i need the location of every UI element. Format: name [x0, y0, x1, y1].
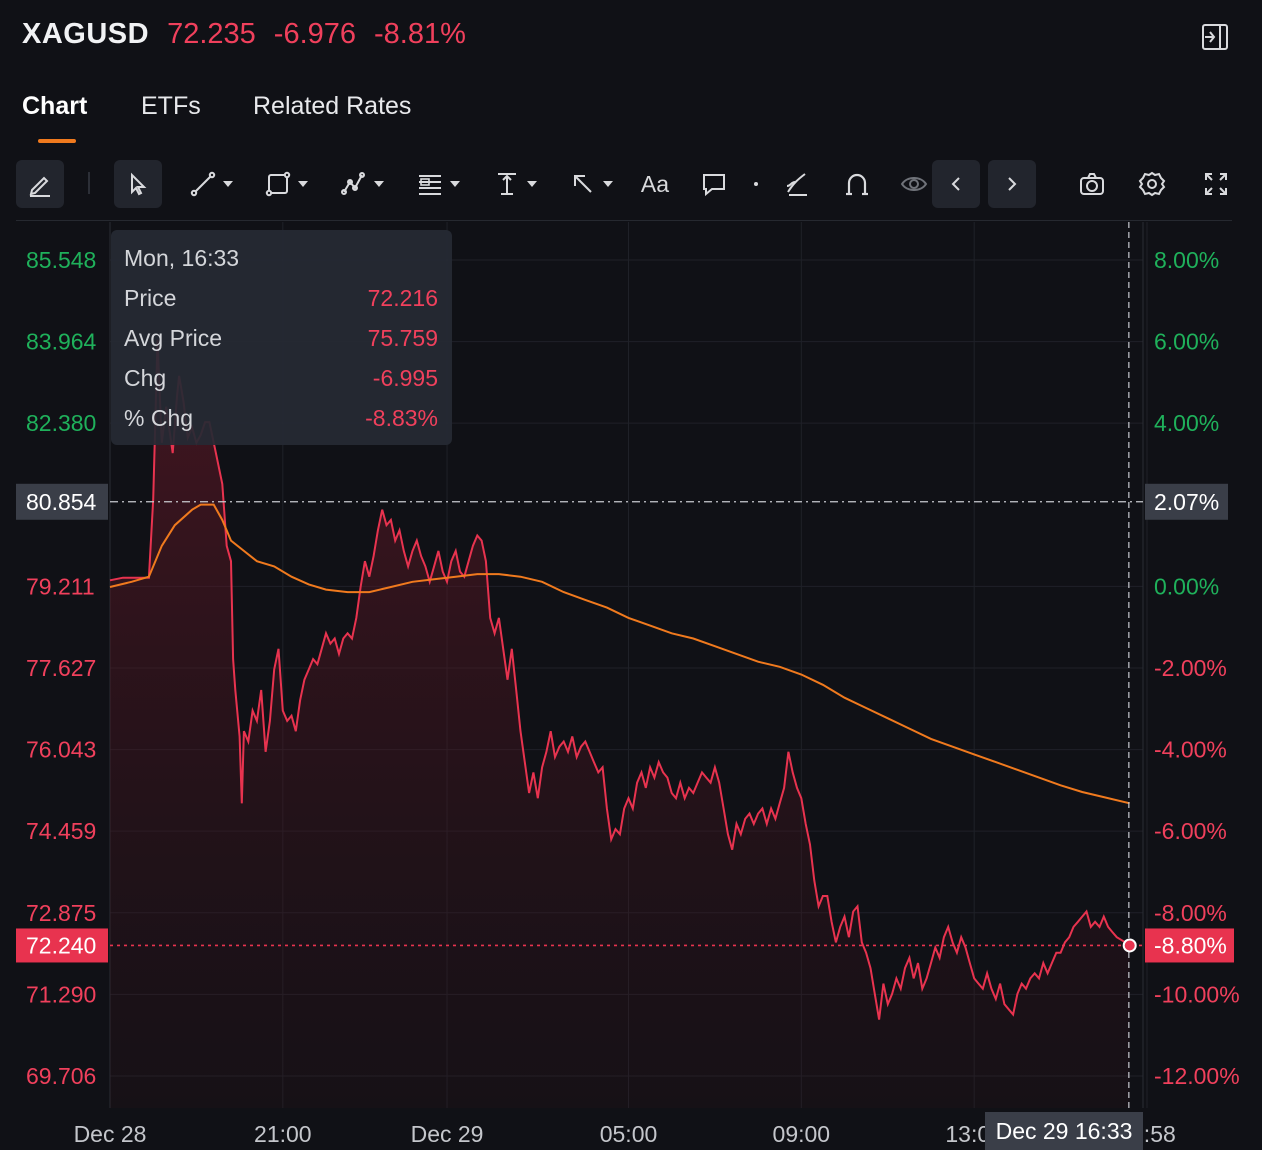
dot-icon[interactable] — [746, 160, 766, 208]
crosshair-x-label-bg — [985, 1112, 1143, 1150]
camera-icon[interactable] — [1072, 160, 1112, 208]
pattern-icon[interactable] — [334, 160, 390, 208]
drawing-toolbar: Aa — [0, 156, 1262, 212]
brush-icon[interactable] — [776, 160, 818, 208]
y-tick-label: 82.380 — [26, 410, 96, 436]
x-tick-label: Dec 28 — [74, 1121, 147, 1147]
toolbar-bottom-divider — [16, 220, 1232, 221]
avg-price-series-line — [109, 503, 1130, 805]
last-price-marker — [1122, 938, 1137, 953]
x-axis: Dec 28 21:00 Dec 29 05:00 09:00 13:00 16:58 — [74, 1121, 1176, 1147]
y-tick-label-right: -12.00% — [1154, 1063, 1240, 1089]
tooltip-label: Price — [124, 285, 177, 311]
toolbar-divider — [88, 172, 90, 194]
y-tick-label-right: 6.00% — [1154, 329, 1219, 355]
price-change: -6.976 — [273, 18, 357, 50]
fullscreen-icon[interactable] — [1196, 160, 1236, 208]
measure-icon[interactable] — [487, 160, 543, 208]
tab-related-rates[interactable]: Related Rates — [253, 92, 412, 120]
y-tick-label: 83.964 — [26, 329, 97, 355]
last-price: 72.235 — [167, 18, 256, 50]
x-tick-label: Dec 29 — [411, 1121, 484, 1147]
axis-highlight-labels: 80.854 2.07% 72.240 -8.80% Dec 29 16:33 — [16, 483, 1234, 1150]
y-tick-label: 77.627 — [26, 655, 96, 681]
crosshair-y-label-right-bg — [1145, 483, 1228, 520]
y-tick-label-right: -2.00% — [1154, 655, 1227, 681]
y-tick-label-right: -6.00% — [1154, 818, 1227, 844]
tooltip-chg: -6.995 — [372, 365, 438, 391]
pencil-icon[interactable] — [16, 160, 64, 208]
y-axis-right: 8.00% 6.00% 4.00% 0.00% -2.00% -4.00% -6.00% -8… — [1154, 247, 1240, 1089]
crosshair-tooltip: Mon, 16:33 Price 72.216 Avg Price 75.759 C… — [111, 230, 452, 445]
chevron-right-icon[interactable] — [988, 160, 1036, 208]
active-tab-indicator — [38, 139, 76, 143]
tooltip-time: Mon, 16:33 — [124, 245, 240, 271]
tab-chart[interactable]: Chart — [22, 92, 88, 120]
y-tick-label-right: -10.00% — [1154, 981, 1240, 1007]
symbol-title: XAGUSD — [22, 18, 150, 50]
last-price-label: 72.240 — [26, 932, 96, 958]
last-price-pct-label-bg — [1145, 928, 1234, 963]
tooltip-label: Avg Price — [124, 325, 223, 351]
x-tick-label: 05:00 — [600, 1121, 658, 1147]
comment-icon[interactable] — [694, 160, 734, 208]
y-tick-label-right: 8.00% — [1154, 247, 1219, 273]
eye-icon[interactable] — [896, 160, 932, 208]
panel-collapse-icon[interactable] — [1200, 22, 1230, 52]
arrow-icon[interactable] — [563, 160, 619, 208]
y-tick-label: 72.875 — [26, 900, 96, 926]
crosshair-y-label-right: 2.07% — [1154, 489, 1219, 515]
trend-line-icon[interactable] — [183, 160, 239, 208]
y-tick-label: 85.548 — [26, 247, 96, 273]
cursor-icon[interactable] — [114, 160, 162, 208]
x-tick-label: 21:00 — [254, 1121, 312, 1147]
y-tick-label: 79.211 — [26, 573, 95, 599]
crosshair-y-label: 80.854 — [26, 489, 97, 515]
last-price-pct-label: -8.80% — [1154, 932, 1227, 958]
tab-etfs[interactable]: ETFs — [141, 92, 201, 120]
price-change-pct: -8.81% — [374, 18, 466, 50]
tooltip-price: 72.216 — [367, 285, 438, 311]
y-axis-left: 85.548 83.964 82.380 79.211 77.627 76.043 74.4… — [26, 247, 97, 1089]
fibonacci-icon[interactable] — [410, 160, 466, 208]
x-tick-label: 09:00 — [773, 1121, 831, 1147]
y-tick-label: 69.706 — [26, 1063, 96, 1089]
crosshair-x-label: Dec 29 16:33 — [996, 1118, 1133, 1144]
tooltip-label: % Chg — [124, 405, 194, 431]
tooltip-pct-chg: -8.83% — [365, 405, 438, 431]
y-tick-label-right: 4.00% — [1154, 410, 1219, 436]
crosshair-y-label-bg — [16, 483, 108, 520]
y-tick-label-right: 0.00% — [1154, 573, 1219, 599]
tooltip-label: Chg — [124, 365, 167, 391]
quote-header: XAGUSD 72.235 -6.976 -8.81% — [22, 18, 466, 58]
rectangle-icon[interactable] — [258, 160, 314, 208]
y-tick-label: 71.290 — [26, 981, 96, 1007]
price-series-line — [109, 339, 1131, 1020]
tooltip-avg-price: 75.759 — [367, 325, 438, 351]
last-price-label-bg — [16, 928, 108, 963]
y-tick-label: 76.043 — [26, 737, 96, 763]
y-tick-label: 74.459 — [26, 818, 96, 844]
magnet-icon[interactable] — [836, 160, 878, 208]
y-tick-label-right: -8.00% — [1154, 900, 1227, 926]
text-icon[interactable]: Aa — [640, 170, 670, 197]
y-tick-label-right: -4.00% — [1154, 737, 1227, 763]
price-area-fill — [110, 339, 1130, 1108]
chevron-left-icon[interactable] — [932, 160, 980, 208]
gear-icon[interactable] — [1132, 160, 1172, 208]
